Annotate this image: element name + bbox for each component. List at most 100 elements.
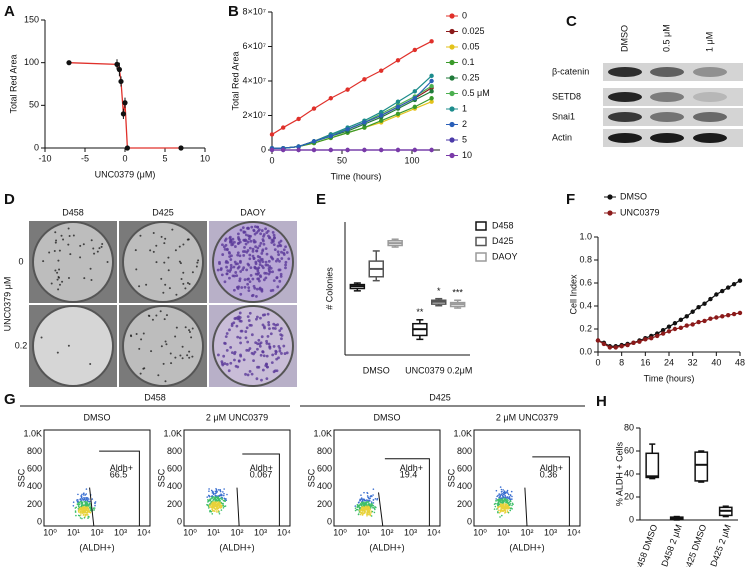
legend-marker bbox=[449, 121, 455, 128]
event-dot bbox=[210, 501, 212, 504]
event-dot bbox=[367, 503, 370, 505]
event-dot bbox=[83, 497, 85, 499]
colony bbox=[48, 251, 51, 254]
colony bbox=[262, 278, 266, 282]
colony bbox=[238, 311, 242, 315]
event-dot bbox=[215, 505, 218, 508]
colony bbox=[254, 272, 258, 276]
colony bbox=[246, 226, 250, 230]
colony bbox=[246, 315, 250, 319]
point bbox=[345, 147, 350, 153]
event-dot bbox=[215, 488, 217, 490]
event-dot bbox=[79, 498, 82, 500]
event-dot bbox=[354, 505, 357, 507]
colony bbox=[254, 245, 257, 249]
event-dot bbox=[505, 496, 507, 499]
colony bbox=[57, 259, 60, 262]
cell-line-label: DAOY bbox=[240, 207, 266, 217]
event-dot bbox=[93, 509, 96, 511]
event-dot bbox=[209, 504, 212, 507]
panel-letter: G bbox=[4, 391, 16, 408]
point bbox=[66, 60, 72, 66]
event-dot bbox=[208, 488, 210, 490]
point bbox=[379, 118, 384, 123]
colony bbox=[140, 338, 143, 341]
x-tick-label: 10³ bbox=[404, 527, 417, 537]
colony bbox=[261, 368, 265, 372]
point bbox=[429, 96, 434, 101]
colony bbox=[229, 263, 233, 267]
event-dot bbox=[361, 511, 364, 514]
y-tick-label: 1.0K bbox=[23, 428, 42, 438]
colony bbox=[236, 266, 240, 270]
event-dot bbox=[507, 511, 510, 514]
point bbox=[696, 304, 701, 310]
colony bbox=[170, 362, 173, 365]
event-dot bbox=[219, 505, 221, 508]
event-dot bbox=[212, 493, 215, 496]
event-dot bbox=[360, 494, 362, 496]
point bbox=[720, 288, 725, 294]
point bbox=[429, 147, 434, 153]
colony bbox=[159, 310, 162, 313]
point bbox=[637, 339, 642, 344]
x-tick-label: 10⁴ bbox=[277, 527, 291, 537]
colony bbox=[237, 359, 241, 363]
event-dot bbox=[77, 493, 79, 496]
colony bbox=[241, 268, 245, 272]
event-dot bbox=[359, 511, 362, 514]
event-dot bbox=[365, 505, 367, 508]
legend-label: 10 bbox=[462, 150, 472, 160]
event-dot bbox=[500, 488, 503, 491]
colony bbox=[171, 228, 174, 231]
y-tick-label: 0.0 bbox=[579, 346, 592, 356]
event-dot bbox=[495, 498, 497, 500]
event-dot bbox=[86, 498, 88, 501]
point bbox=[269, 132, 275, 137]
y-tick-label: 0.4 bbox=[579, 300, 592, 310]
event-dot bbox=[211, 490, 214, 493]
point bbox=[684, 323, 689, 328]
colony bbox=[272, 233, 276, 237]
colony bbox=[139, 372, 142, 375]
colony bbox=[67, 277, 70, 280]
x-tick-label: 24 bbox=[664, 357, 674, 367]
colony bbox=[242, 358, 246, 362]
event-dot bbox=[85, 511, 87, 513]
event-dot bbox=[507, 499, 509, 501]
colony bbox=[233, 260, 237, 264]
colony bbox=[236, 253, 240, 257]
event-dot bbox=[211, 492, 214, 494]
dose-label: 0.2 bbox=[15, 340, 28, 350]
colony bbox=[175, 326, 178, 329]
colony bbox=[164, 237, 167, 240]
colony bbox=[229, 361, 233, 365]
event-dot bbox=[74, 507, 77, 509]
event-dot bbox=[371, 506, 374, 509]
event-dot bbox=[207, 507, 210, 509]
y-tick-label: 8×10⁷ bbox=[242, 6, 266, 16]
colony bbox=[264, 260, 268, 264]
event-dot bbox=[366, 514, 368, 517]
event-dot bbox=[354, 509, 357, 512]
colony bbox=[167, 269, 170, 272]
x-tick-label: 10⁰ bbox=[473, 527, 487, 537]
event-dot bbox=[508, 497, 511, 500]
event-dot bbox=[510, 490, 513, 493]
y-tick-label: 400 bbox=[167, 481, 182, 491]
gate-value: 0.067 bbox=[250, 469, 273, 479]
x-tick-label: DMSO bbox=[363, 365, 390, 375]
colony bbox=[223, 248, 227, 251]
colony bbox=[257, 228, 261, 232]
event-dot bbox=[495, 489, 498, 492]
event-dot bbox=[221, 498, 223, 501]
point bbox=[345, 127, 350, 132]
band bbox=[650, 112, 684, 122]
event-dot bbox=[496, 499, 499, 501]
colony bbox=[89, 267, 92, 270]
significance: * bbox=[437, 286, 441, 296]
colony bbox=[265, 271, 268, 275]
y-axis-label: Cell Index bbox=[568, 274, 578, 315]
colony bbox=[248, 369, 252, 373]
colony bbox=[260, 264, 264, 268]
